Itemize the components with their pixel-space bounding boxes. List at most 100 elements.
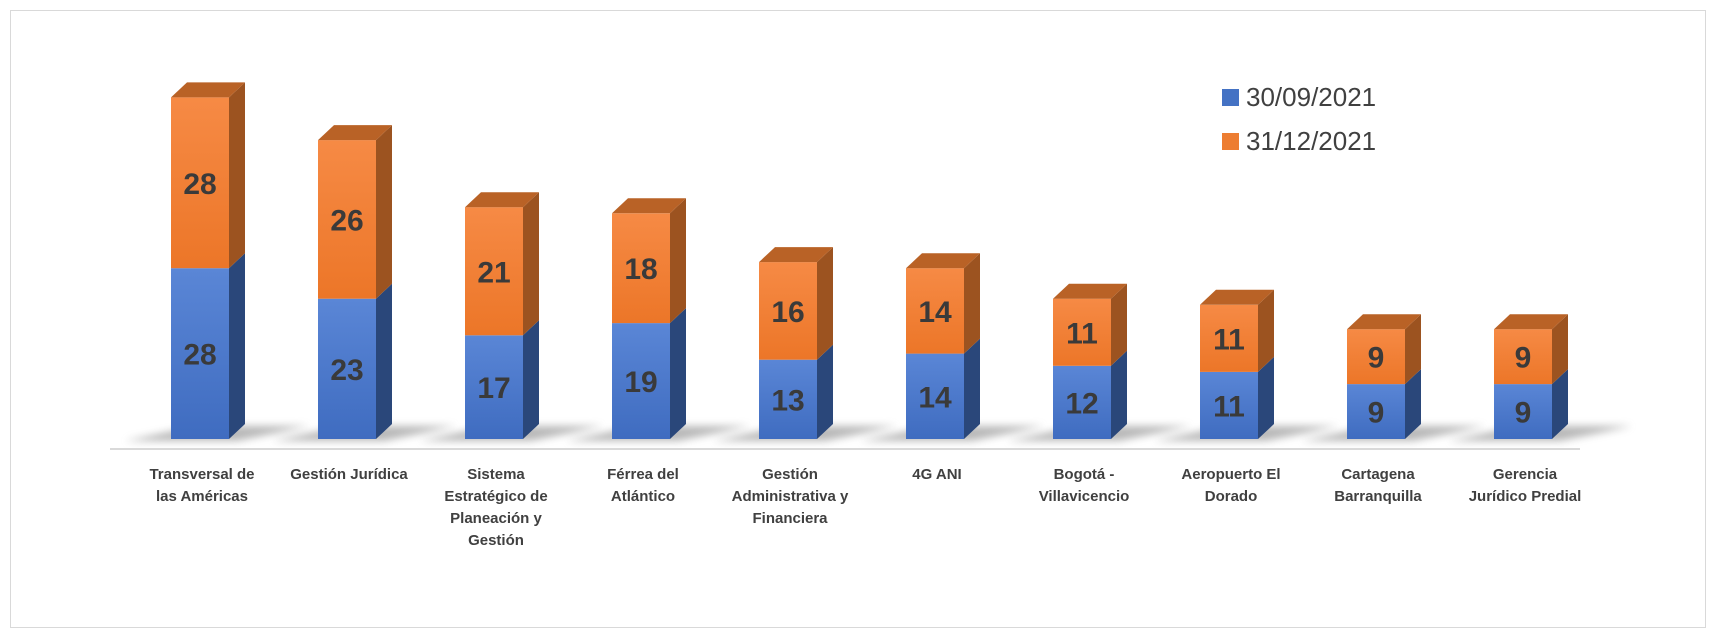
category-label: Gestión Administrativa y Financiera	[732, 466, 849, 527]
bar-side	[1552, 314, 1568, 385]
value-label: 17	[477, 372, 510, 405]
bar-side	[523, 192, 539, 336]
bar-segment-31/12/2021	[171, 97, 229, 269]
bar-segment-31/12/2021	[1200, 304, 1258, 372]
bar-segment-30/09/2021	[318, 298, 376, 439]
bar-segment-31/12/2021	[465, 207, 523, 336]
value-label: 23	[330, 354, 363, 387]
value-label: 16	[771, 296, 804, 329]
value-label: 11	[1066, 317, 1098, 350]
bar-top	[906, 253, 980, 269]
bar-top	[759, 247, 833, 263]
value-label: 14	[918, 381, 952, 414]
bar-side	[1405, 314, 1421, 385]
category-label: Gerencia Jurídico Predial	[1469, 466, 1582, 505]
legend-label: 30/09/2021	[1246, 82, 1376, 112]
bar-side	[376, 125, 392, 299]
bar-side	[670, 198, 686, 324]
bar-top	[1053, 283, 1127, 299]
value-label: 19	[624, 366, 657, 399]
bar-segment-30/09/2021	[465, 335, 523, 439]
bar-segment-31/12/2021	[318, 140, 376, 299]
bar-side	[523, 320, 539, 439]
bar-segment-30/09/2021	[906, 353, 964, 439]
bar-side	[1258, 289, 1274, 372]
value-label: 18	[624, 253, 657, 286]
legend-label: 31/12/2021	[1246, 126, 1376, 156]
bar-side	[229, 253, 245, 439]
bar-side	[1552, 369, 1568, 439]
value-label: 9	[1368, 342, 1385, 375]
bar-segment-30/09/2021	[171, 268, 229, 439]
legend: 30/09/2021 31/12/2021	[1222, 82, 1376, 156]
category-label: Cartagena Barranquilla	[1334, 466, 1422, 505]
legend-item: 31/12/2021	[1222, 126, 1376, 156]
value-label: 28	[183, 339, 216, 372]
value-label: 28	[183, 168, 216, 201]
legend-swatch	[1222, 133, 1239, 150]
category-label: Sistema Estratégico de Planeación y Gestión	[444, 466, 547, 549]
chart-frame	[10, 10, 1706, 628]
bar-side	[1405, 369, 1421, 439]
bar-segment-30/09/2021	[1200, 371, 1258, 439]
bars-group	[171, 82, 1568, 439]
bar-top	[318, 125, 392, 141]
category-label: Transversal de las Américas	[149, 466, 254, 505]
bar-top	[1494, 314, 1568, 330]
bar-top	[612, 198, 686, 214]
value-label: 21	[477, 256, 510, 289]
bar-segment-30/09/2021	[1494, 384, 1552, 439]
value-label: 9	[1515, 397, 1532, 430]
bar-column	[318, 125, 392, 439]
bar-side	[964, 338, 980, 439]
bar-segment-31/12/2021	[1347, 329, 1405, 385]
bar-side	[1111, 283, 1127, 366]
bar-side	[817, 344, 833, 439]
value-label: 26	[330, 204, 363, 237]
bar-segment-30/09/2021	[612, 323, 670, 439]
bar-side	[1111, 350, 1127, 439]
category-label: Gestión Jurídica	[290, 466, 408, 483]
value-label: 9	[1515, 342, 1532, 375]
value-labels-group: 28 28 23 26 17 21 19 18 13 16 14 14 12 11 11 11 9 9 9 9	[183, 168, 1531, 430]
bar-top	[1200, 289, 1274, 305]
bar-segment-30/09/2021	[1347, 384, 1405, 439]
bar-column	[171, 82, 245, 439]
bar-top	[1347, 314, 1421, 330]
bar-column	[1347, 314, 1421, 439]
bar-column	[759, 247, 833, 439]
bar-side	[229, 82, 245, 269]
bar-side	[376, 283, 392, 439]
bar-segment-31/12/2021	[759, 262, 817, 360]
value-label: 12	[1065, 387, 1098, 420]
value-label: 11	[1213, 323, 1245, 356]
category-labels-group: Transversal de las Américas Gestión Jurídi…	[149, 466, 1581, 549]
bar-column	[1494, 314, 1568, 439]
category-label: Aeropuerto El Dorado	[1181, 466, 1280, 505]
value-label: 9	[1368, 397, 1385, 430]
bar-column	[465, 192, 539, 439]
bar-top	[171, 82, 245, 98]
value-label: 13	[771, 384, 804, 417]
value-label: 11	[1213, 390, 1245, 423]
bar-column	[612, 198, 686, 439]
bar-column	[906, 253, 980, 439]
bar-column	[1053, 283, 1127, 439]
category-label: Bogotá -Villavicencio	[1039, 466, 1130, 505]
bar-segment-31/12/2021	[1494, 329, 1552, 385]
bar-segment-31/12/2021	[612, 213, 670, 324]
bar-segment-30/09/2021	[759, 359, 817, 439]
bar-side	[1258, 356, 1274, 439]
bar-column	[1200, 289, 1274, 439]
bar-side	[670, 308, 686, 439]
bar-side	[964, 253, 980, 354]
bar-segment-31/12/2021	[1053, 298, 1111, 366]
bar-segment-31/12/2021	[906, 268, 964, 354]
category-label: 4G ANI	[912, 466, 961, 483]
category-label: Férrea del Atlántico	[607, 466, 679, 505]
legend-swatch	[1222, 89, 1239, 106]
bar-top	[465, 192, 539, 208]
value-label: 14	[918, 296, 952, 329]
bar-segment-30/09/2021	[1053, 365, 1111, 439]
